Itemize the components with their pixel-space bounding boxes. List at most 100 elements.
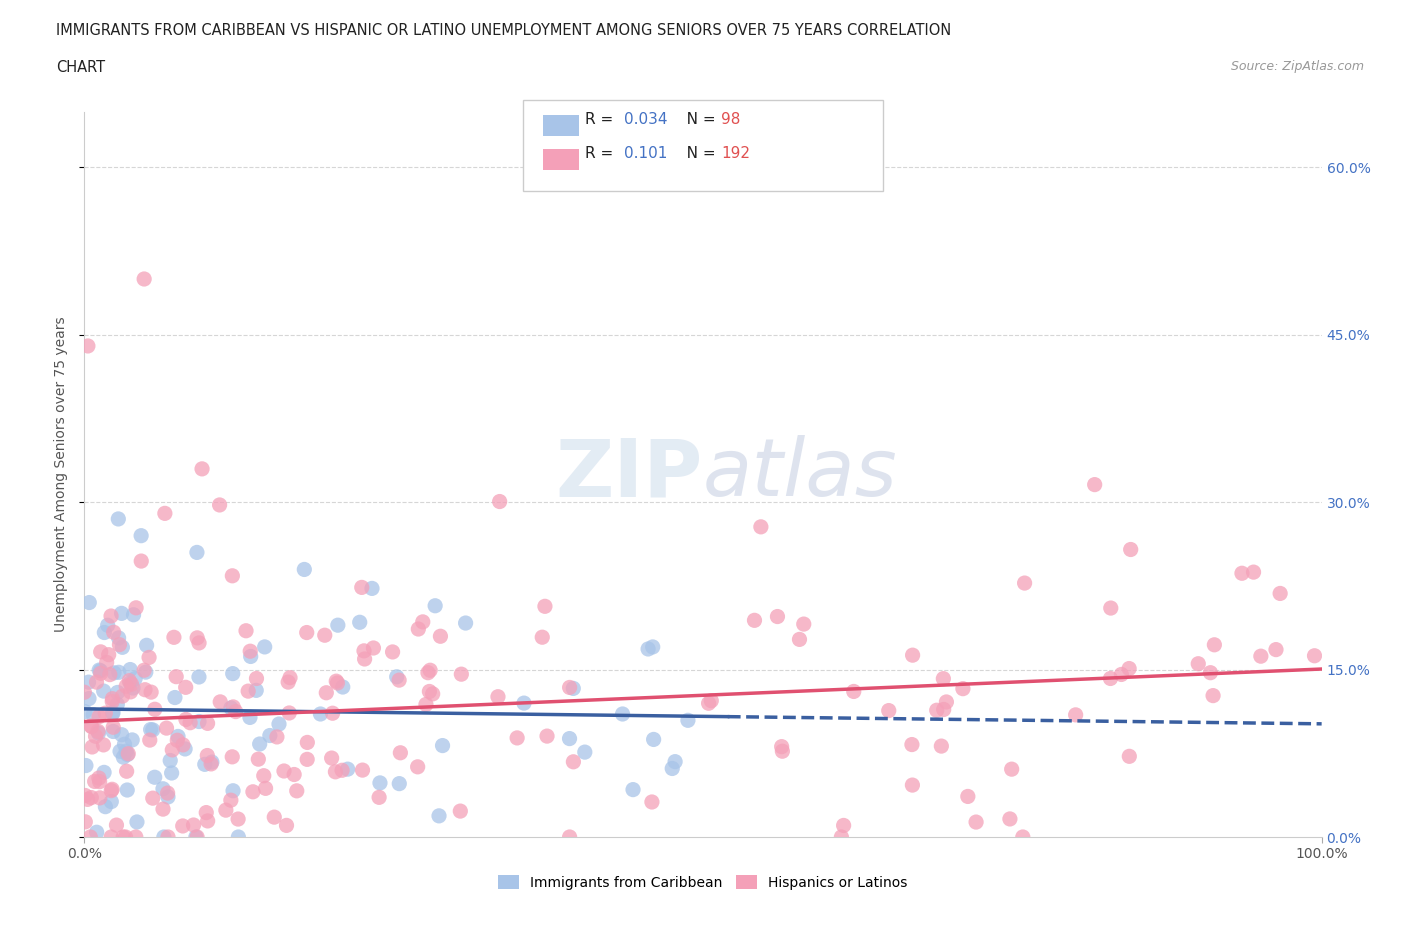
Point — [998, 812, 1021, 827]
Point — [101, 694, 124, 709]
Point — [219, 792, 242, 807]
Point — [122, 607, 145, 622]
Point — [637, 642, 659, 657]
Text: 192: 192 — [721, 146, 751, 161]
Point — [125, 601, 148, 616]
Point — [156, 830, 179, 844]
Point — [186, 545, 208, 560]
Point — [558, 731, 581, 746]
Point — [368, 776, 391, 790]
Text: atlas: atlas — [703, 435, 898, 513]
Point — [322, 706, 344, 721]
Point — [89, 774, 111, 789]
Point — [562, 681, 585, 696]
Point — [139, 684, 162, 699]
Point — [1099, 601, 1122, 616]
Point — [172, 818, 194, 833]
Point — [93, 625, 115, 640]
Point — [454, 616, 477, 631]
Point — [661, 761, 683, 776]
Point — [558, 830, 581, 844]
Point — [100, 608, 122, 623]
Point — [221, 568, 243, 583]
Point — [153, 830, 176, 844]
Point — [418, 684, 440, 699]
Point — [105, 817, 128, 832]
Point — [352, 763, 374, 777]
Point — [121, 733, 143, 748]
Point — [97, 647, 120, 662]
Point — [115, 782, 138, 797]
Point — [135, 665, 157, 680]
Point — [188, 714, 211, 729]
Point — [770, 739, 793, 754]
Point — [201, 754, 224, 769]
Point — [188, 635, 211, 650]
Point — [219, 700, 242, 715]
Point — [134, 663, 156, 678]
Text: R =: R = — [585, 146, 623, 161]
Point — [73, 704, 96, 719]
Point — [789, 632, 811, 647]
Point — [449, 804, 471, 818]
Point — [120, 684, 142, 699]
Point — [135, 638, 157, 653]
Point — [239, 649, 262, 664]
Point — [134, 272, 156, 286]
Point — [101, 782, 124, 797]
Point — [513, 696, 536, 711]
Point — [664, 754, 686, 769]
Point — [249, 737, 271, 751]
Point — [156, 786, 179, 801]
Point — [166, 733, 188, 748]
Point — [641, 794, 664, 809]
Point — [363, 641, 385, 656]
Point — [1084, 477, 1107, 492]
Text: R =: R = — [585, 112, 619, 126]
Point — [75, 758, 97, 773]
Point — [641, 640, 664, 655]
Point — [749, 519, 772, 534]
Point — [388, 777, 411, 791]
Point — [770, 744, 793, 759]
Point — [332, 680, 354, 695]
Point — [295, 752, 318, 767]
Point — [98, 667, 121, 682]
Point — [321, 751, 343, 765]
Point — [1199, 665, 1222, 680]
Point — [115, 744, 138, 759]
Point — [143, 770, 166, 785]
Point — [139, 733, 162, 748]
Point — [432, 738, 454, 753]
Point — [115, 764, 138, 778]
Point — [142, 790, 165, 805]
Point — [75, 815, 97, 830]
Point — [77, 691, 100, 706]
Point — [97, 618, 120, 632]
Point — [697, 696, 720, 711]
Point — [427, 808, 450, 823]
Point — [285, 783, 308, 798]
Point — [107, 665, 129, 680]
Point — [221, 750, 243, 764]
Point — [1064, 708, 1087, 723]
Point — [235, 623, 257, 638]
Point — [1187, 657, 1209, 671]
Point — [120, 662, 142, 677]
Point — [83, 774, 105, 789]
Point — [76, 792, 98, 807]
Point — [105, 697, 128, 711]
Point — [326, 675, 349, 690]
Point — [1119, 542, 1142, 557]
Point — [73, 684, 96, 699]
Point — [160, 765, 183, 780]
Point — [325, 673, 347, 688]
Point — [408, 621, 430, 636]
Point — [935, 695, 957, 710]
Point — [184, 830, 207, 844]
Point — [388, 672, 411, 687]
Point — [309, 707, 332, 722]
Point — [766, 609, 789, 624]
Point — [965, 815, 987, 830]
Point — [87, 710, 110, 724]
